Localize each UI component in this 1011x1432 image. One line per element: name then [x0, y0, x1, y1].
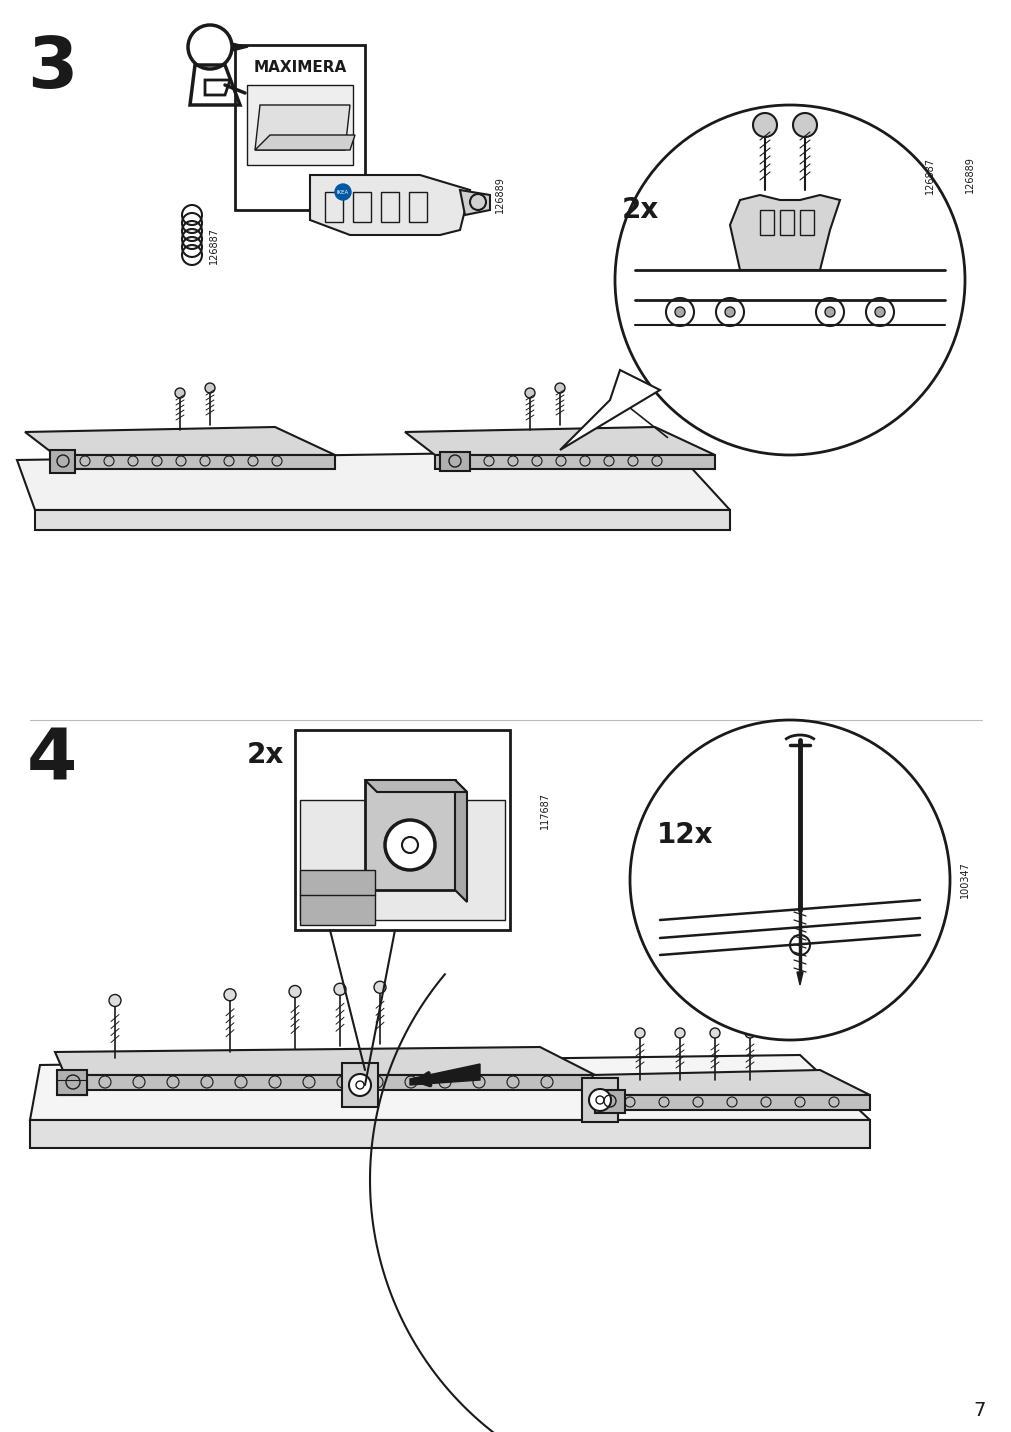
Circle shape — [752, 113, 776, 137]
Bar — [408, 192, 427, 222]
Bar — [581, 1078, 618, 1123]
Polygon shape — [440, 453, 469, 471]
Circle shape — [335, 183, 351, 200]
Polygon shape — [435, 455, 715, 470]
Circle shape — [525, 388, 535, 398]
Bar — [779, 211, 794, 235]
Bar — [325, 192, 343, 222]
Circle shape — [824, 306, 834, 316]
Polygon shape — [600, 1095, 869, 1110]
Polygon shape — [409, 1064, 479, 1085]
Polygon shape — [65, 1075, 594, 1090]
Polygon shape — [591, 1070, 869, 1095]
Bar — [235, 44, 365, 211]
Text: 117687: 117687 — [540, 792, 549, 829]
Circle shape — [674, 1028, 684, 1038]
Circle shape — [289, 985, 300, 998]
Polygon shape — [729, 195, 839, 271]
Polygon shape — [232, 43, 248, 52]
Text: 4: 4 — [26, 726, 77, 795]
Polygon shape — [594, 1090, 625, 1113]
Circle shape — [175, 388, 185, 398]
Polygon shape — [55, 455, 335, 470]
Bar — [342, 1063, 378, 1107]
Circle shape — [349, 1074, 371, 1095]
Circle shape — [674, 306, 684, 316]
Polygon shape — [404, 427, 715, 455]
Polygon shape — [55, 1047, 594, 1075]
Bar — [247, 84, 353, 165]
Circle shape — [554, 382, 564, 392]
Bar — [353, 192, 371, 222]
Polygon shape — [35, 510, 729, 530]
Bar — [380, 192, 398, 222]
Polygon shape — [57, 1070, 87, 1095]
Circle shape — [223, 988, 236, 1001]
Text: 3: 3 — [26, 33, 77, 103]
Circle shape — [630, 720, 949, 1040]
Polygon shape — [559, 369, 659, 450]
Circle shape — [588, 1088, 611, 1111]
Circle shape — [109, 994, 121, 1007]
Circle shape — [384, 821, 435, 871]
Circle shape — [205, 382, 214, 392]
Text: 126889: 126889 — [964, 156, 974, 193]
Circle shape — [724, 306, 734, 316]
Circle shape — [744, 1028, 754, 1038]
Polygon shape — [309, 175, 469, 235]
Polygon shape — [365, 780, 455, 891]
Bar — [800, 211, 813, 235]
Text: 2x: 2x — [246, 740, 283, 769]
Circle shape — [634, 1028, 644, 1038]
Text: 126889: 126889 — [494, 176, 504, 213]
Text: 7: 7 — [973, 1400, 985, 1419]
Polygon shape — [460, 190, 489, 215]
Text: 12x: 12x — [656, 821, 713, 849]
Text: 126889: 126889 — [744, 322, 754, 358]
Text: 100347: 100347 — [959, 862, 969, 898]
Polygon shape — [455, 780, 466, 902]
Polygon shape — [30, 1120, 869, 1148]
Circle shape — [793, 113, 816, 137]
Polygon shape — [365, 780, 466, 792]
Text: 2x: 2x — [621, 196, 658, 223]
Circle shape — [710, 1028, 719, 1038]
Polygon shape — [797, 972, 802, 985]
Text: 126887: 126887 — [209, 226, 218, 263]
Circle shape — [374, 981, 385, 994]
Polygon shape — [255, 105, 350, 150]
Polygon shape — [17, 450, 729, 510]
Text: MAXIMERA: MAXIMERA — [253, 60, 347, 74]
Polygon shape — [25, 427, 335, 455]
Circle shape — [334, 984, 346, 995]
Bar — [295, 730, 510, 929]
Polygon shape — [299, 871, 375, 925]
Circle shape — [615, 105, 964, 455]
Polygon shape — [30, 1055, 869, 1120]
Text: IKEA: IKEA — [337, 189, 349, 195]
Bar — [299, 800, 504, 919]
Circle shape — [875, 306, 885, 316]
Text: 126887: 126887 — [924, 156, 934, 193]
Polygon shape — [50, 450, 75, 473]
Polygon shape — [255, 135, 355, 150]
Bar — [759, 211, 773, 235]
